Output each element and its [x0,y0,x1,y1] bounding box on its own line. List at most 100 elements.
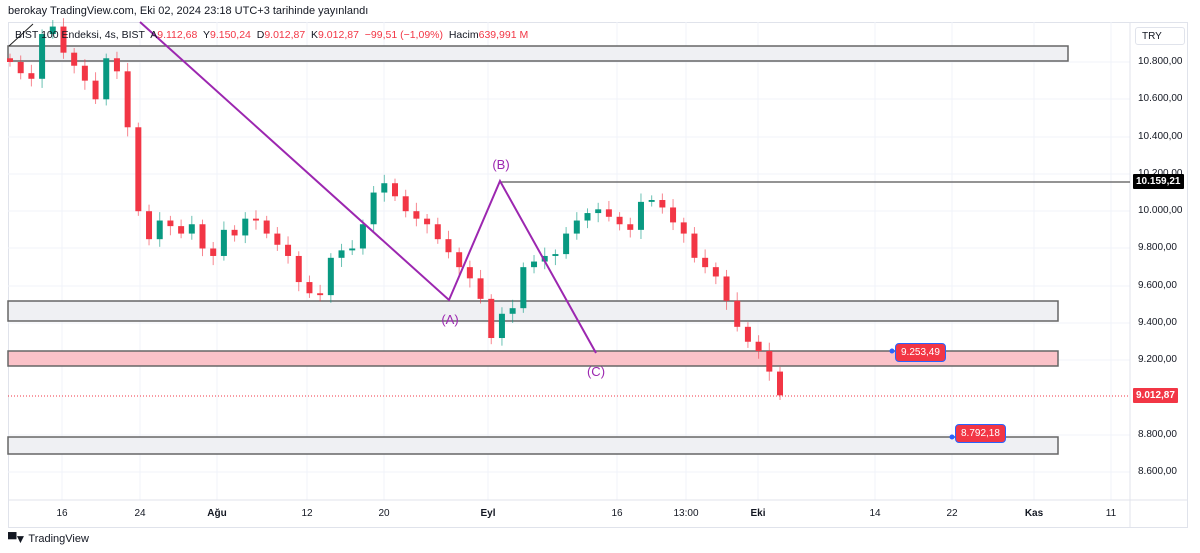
y-tick: 9.600,00 [1138,280,1177,291]
candle [49,26,56,35]
candle [744,326,751,342]
callout-lower[interactable]: 8.792,18 [955,424,1006,443]
resistance-price-tag: 10.159,21 [1133,174,1184,189]
grid-horizontal [8,61,1130,473]
candle [659,200,666,208]
candle [113,58,120,72]
candle [317,293,324,296]
chart-frame[interactable] [8,22,1188,528]
legend-close: 9.012,87 [318,29,359,41]
chart-legend: BIST 100 Endeksi, 4s, BIST A9.112,68 Y9.… [15,29,529,41]
candle [723,276,730,301]
zone-bottom[interactable] [7,436,1059,455]
candle [231,229,238,236]
y-tick: 10.400,00 [1138,131,1183,142]
candle [338,250,345,258]
candle [349,248,356,251]
candle [199,224,206,249]
candle [146,211,153,240]
candle [370,192,377,225]
candle [17,62,24,74]
y-tick: 8.600,00 [1138,466,1177,477]
candle [477,278,484,299]
x-tick: Kas [1024,508,1044,519]
x-tick: 16 [611,508,623,519]
trend-line-small[interactable] [8,23,34,47]
x-tick: 16 [56,508,68,519]
candle [71,52,78,66]
footer-brand: TradingView [28,533,89,545]
candle [434,224,441,240]
x-tick: 14 [869,508,881,519]
candle [691,233,698,258]
candle [39,34,46,79]
x-tick: 20 [378,508,390,519]
zone-mid[interactable] [7,300,1059,322]
candle [60,26,67,53]
x-tick: 22 [946,508,958,519]
candle [402,196,409,212]
candle [381,183,388,193]
candle [616,216,623,225]
candle [520,267,527,309]
elliott-wave-lines[interactable] [139,21,597,354]
legend-change: −99,51 (−1,09%) [364,29,443,41]
wave-label-a: (A) [441,312,459,327]
currency-button[interactable]: TRY [1135,27,1185,45]
published-caption: berokay TradingView.com, Eki 02, 2024 23… [8,5,369,17]
y-tick: 10.200,00 [1138,168,1183,179]
legend-volume: 639,991 M [478,29,529,41]
legend-low: 9.012,87 [264,29,306,41]
candle [242,218,249,236]
y-tick: 9.200,00 [1138,354,1177,365]
candle [81,65,88,81]
candle [777,371,783,396]
candle [670,207,677,223]
candle [755,341,762,352]
candle [167,220,174,227]
candle [456,252,463,268]
candle [306,282,313,294]
legend-symbol: BIST 100 Endeksi, 4s, BIST [15,29,145,41]
candle [531,261,538,268]
callout-anchor-upper[interactable] [889,348,895,354]
candle [7,58,13,62]
x-tick: 24 [134,508,146,519]
candle [392,183,398,197]
candle [466,267,473,279]
wave-label-c: (C) [586,364,606,379]
candle [263,220,270,234]
candle [605,209,612,217]
y-tick: 10.600,00 [1138,93,1183,104]
candle [488,298,495,339]
grid-vertical [61,22,1112,500]
callout-upper[interactable]: 9.253,49 [895,343,946,362]
legend-high: 9.150,24 [210,29,251,41]
candle [285,244,292,256]
candle [92,80,99,100]
x-tick: Eki [750,508,766,519]
y-tick: 10.800,00 [1138,56,1183,67]
candle [734,300,741,327]
candle [156,220,163,240]
y-tick: 9.800,00 [1138,242,1177,253]
candle [766,351,773,372]
zone-top[interactable] [7,45,1069,62]
candle [541,255,548,262]
candle [680,222,687,234]
callout-anchor-lower[interactable] [949,434,955,440]
candle [627,224,634,230]
footer: ▀▼ TradingView [8,532,89,546]
candle [359,224,366,249]
zone-red[interactable] [7,350,1059,367]
candle [295,255,302,283]
candle [563,233,570,255]
candle [124,71,131,128]
candle [188,224,195,234]
candles [7,18,783,400]
candle [413,211,420,219]
candle [103,58,110,100]
tradingview-logo-icon: ▀▼ [8,532,26,546]
y-tick: 8.800,00 [1138,429,1177,440]
